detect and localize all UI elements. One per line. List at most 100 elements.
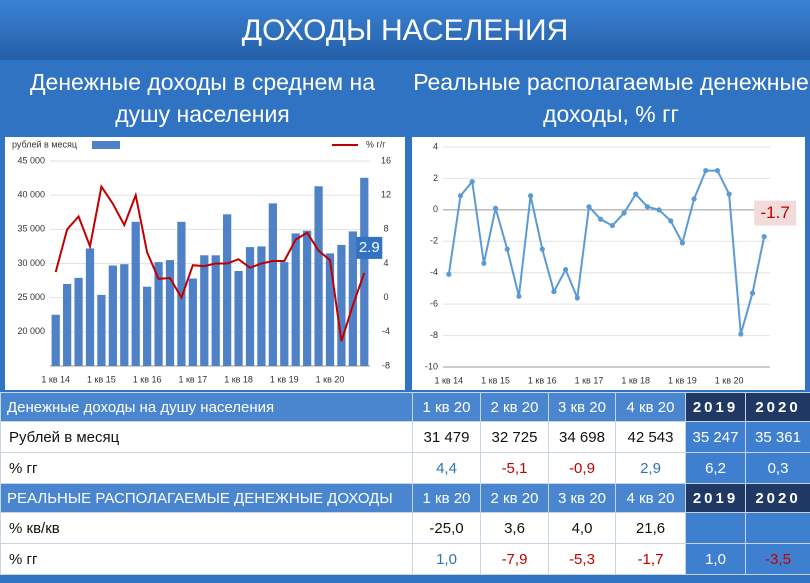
point [703, 167, 709, 174]
y2-tick-label: 8 [383, 224, 388, 234]
cell: -0,9 [548, 452, 616, 484]
bar [51, 314, 60, 366]
bar [257, 246, 266, 366]
data-row: Рублей в месяц 31 479 32 725 34 698 42 543 35… [0, 421, 810, 453]
header-cell: 2019 [685, 392, 746, 422]
bar [63, 284, 72, 366]
cell: % кв/кв [0, 512, 413, 544]
bar [143, 286, 152, 366]
x-tick-label: 1 кв 19 [668, 375, 697, 385]
cell: 3,6 [480, 512, 549, 544]
bar [291, 233, 300, 366]
point [609, 222, 615, 229]
y2-tick-label: -8 [382, 360, 390, 370]
bar [188, 278, 197, 366]
point [691, 196, 697, 202]
point [563, 266, 569, 273]
data-row: % гг 1,0 -7,9 -5,3 -1,7 1,0 -3,5 [0, 543, 810, 575]
bar [348, 231, 357, 366]
bar [177, 221, 186, 366]
right-subtitle: Реальные располагаемые денежные доходы, … [413, 69, 809, 127]
x-tick-label: 1 кв 14 [434, 375, 463, 385]
x-tick-label: 1 кв 19 [270, 374, 299, 384]
bar [120, 264, 129, 366]
point [668, 218, 674, 224]
header-cell: 2020 [745, 392, 810, 422]
cell: 2,9 [615, 452, 686, 484]
legend-swatch [92, 141, 120, 149]
point [633, 191, 639, 197]
cell [685, 512, 746, 544]
point [598, 216, 604, 222]
legend-label: рублей в месяц [12, 139, 77, 149]
y2-tick-label: 12 [381, 190, 391, 200]
y-tick-label: 35 000 [17, 224, 45, 234]
point [644, 204, 650, 210]
point [492, 205, 499, 211]
cell: 35 361 [745, 421, 810, 453]
header-cell: 4 кв 20 [615, 483, 686, 513]
cell: 32 725 [480, 421, 549, 453]
x-tick-label: 1 кв 14 [41, 374, 70, 384]
x-tick-label: 1 кв 16 [133, 374, 162, 384]
y2-tick-label: 16 [381, 155, 391, 165]
cell: 4,4 [412, 452, 481, 484]
x-tick-label: 1 кв 16 [528, 375, 557, 385]
y2-tick-label: 4 [383, 258, 388, 268]
cell: -3,5 [745, 543, 810, 575]
bar [165, 260, 175, 366]
bar [108, 265, 117, 366]
x-tick-label: 1 кв 18 [224, 374, 253, 384]
bar [131, 221, 140, 366]
point [527, 193, 534, 199]
header-cell: 3 кв 20 [548, 392, 616, 422]
data-label: 2.9 [359, 239, 380, 256]
point [504, 246, 510, 252]
line [54, 184, 366, 342]
header-row: Денежные доходы на душу населения 1 кв 20… [0, 392, 810, 422]
cell: 34 698 [548, 421, 616, 453]
cell: % гг [0, 452, 413, 484]
point [586, 204, 592, 210]
cell: 42 543 [615, 421, 686, 453]
x-tick-label: 1 кв 20 [715, 375, 744, 385]
y-tick-label: -8 [430, 330, 438, 340]
point [738, 331, 744, 337]
y-tick-label: 30 000 [17, 258, 45, 268]
cell: 35 247 [685, 421, 746, 453]
cell: Рублей в месяц [0, 421, 413, 453]
legend-label: % г/г [366, 139, 386, 149]
bar [234, 271, 243, 366]
bar [154, 262, 163, 366]
header-cell: 2020 [745, 483, 810, 513]
data-label-box [754, 200, 797, 226]
cell: -1,7 [615, 543, 686, 575]
y-tick-label: -10 [425, 361, 438, 371]
y2-tick-label: -4 [382, 326, 390, 336]
cell: -7,9 [480, 543, 549, 575]
cell: -5,3 [548, 543, 616, 575]
header-row: РЕАЛЬНЫЕ РАСПОЛАГАЕМЫЕ ДЕНЕЖНЫЕ ДОХОДЫ 1 … [0, 483, 810, 513]
cell: 0,3 [745, 452, 810, 484]
point [656, 207, 662, 213]
y-tick-label: 45 000 [17, 155, 45, 165]
x-tick-label: 1 кв 15 [481, 375, 510, 385]
point [679, 240, 686, 246]
cell: 1,0 [685, 543, 746, 575]
header-cell: 1 кв 20 [412, 392, 481, 422]
y-tick-label: 4 [433, 141, 438, 151]
point [539, 246, 545, 252]
x-tick-label: 1 кв 20 [316, 374, 345, 384]
y-tick-label: -4 [430, 267, 438, 277]
page-title: ДОХОДЫ НАСЕЛЕНИЯ [0, 0, 810, 60]
cell: 6,2 [685, 452, 746, 484]
point [446, 271, 452, 277]
cell: 1,0 [412, 543, 481, 575]
point [551, 288, 557, 295]
header-cell: 2 кв 20 [480, 392, 549, 422]
bar [360, 177, 369, 366]
bar [325, 253, 335, 366]
cell [745, 512, 810, 544]
cell: 21,6 [615, 512, 686, 544]
x-tick-label: 1 кв 17 [178, 374, 207, 384]
